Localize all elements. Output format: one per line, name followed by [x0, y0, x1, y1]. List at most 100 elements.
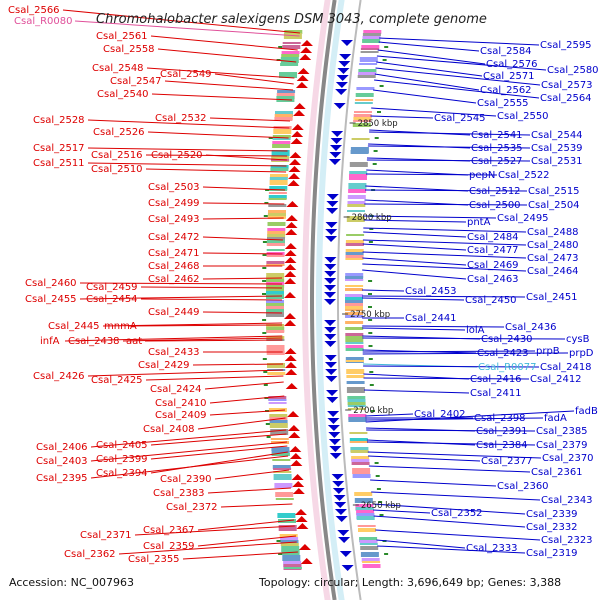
leader-line-forward	[363, 219, 467, 223]
gene-block-forward	[359, 63, 378, 65]
gene-block-reverse	[279, 534, 298, 537]
tick-reverse	[262, 254, 267, 256]
gene-block-reverse	[266, 249, 285, 251]
leader-line-forward	[375, 529, 541, 541]
gene-label-reverse: Csal_2438	[68, 336, 120, 347]
gene-block-reverse	[266, 324, 285, 329]
gene-label-forward: Csal_2391	[476, 426, 528, 437]
gene-block-forward	[358, 72, 376, 75]
forward-strand-arrow	[324, 327, 337, 333]
tick-forward	[375, 475, 380, 477]
gene-label-reverse: infA	[40, 336, 60, 347]
forward-strand-arrow	[334, 502, 347, 508]
gene-label-reverse: Csal_2540	[97, 89, 149, 100]
gene-label-forward: Csal_2488	[527, 227, 579, 238]
forward-strand-arrow	[324, 285, 337, 291]
gene-block-forward	[361, 558, 380, 562]
gene-block-forward	[345, 249, 364, 253]
gene-label-reverse: Csal_2503	[148, 182, 200, 193]
gene-block-forward	[346, 381, 365, 384]
gene-block-forward	[358, 69, 377, 73]
reverse-strand-arrow	[288, 173, 301, 179]
tick-forward	[372, 163, 377, 165]
forward-strand-leader-lines	[361, 37, 575, 554]
gene-block-forward	[360, 552, 379, 557]
gene-position-ticks	[262, 46, 389, 555]
leader-line-reverse	[79, 295, 283, 300]
reverse-strand-arrow	[285, 383, 298, 389]
tick-forward	[368, 280, 373, 282]
gene-block-forward	[345, 327, 364, 330]
leader-line-forward	[362, 352, 569, 355]
leader-line-forward	[365, 173, 498, 176]
tick-reverse	[268, 137, 273, 139]
gene-label-forward: Csal_2515	[528, 186, 580, 197]
tick-forward	[368, 332, 373, 334]
reverse-strand-arrow	[291, 124, 304, 130]
tick-forward	[379, 514, 384, 516]
forward-strand-arrow	[337, 68, 350, 74]
forward-strand-arrow	[334, 509, 347, 515]
gene-label-forward: Csal_2412	[530, 374, 582, 385]
leader-line-reverse	[182, 551, 298, 560]
gene-label-reverse: Csal_R0080	[14, 16, 73, 27]
gene-block-reverse	[277, 90, 296, 93]
gene-label-reverse: Csal_2499	[148, 198, 200, 209]
leader-line-reverse	[145, 168, 287, 173]
gene-block-forward	[358, 528, 376, 532]
forward-strand-arrow	[339, 551, 352, 557]
reverse-strand-arrow	[289, 152, 302, 158]
leader-line-reverse	[202, 311, 283, 314]
tick-forward	[374, 462, 379, 464]
gene-block-reverse	[277, 513, 296, 518]
leader-line-forward	[377, 545, 526, 554]
leader-line-forward	[365, 413, 414, 417]
leader-line-forward	[362, 327, 466, 331]
gene-block-forward	[345, 345, 364, 348]
tick-forward	[373, 150, 378, 152]
tick-forward	[377, 111, 381, 113]
gene-label-forward: Csal_2504	[528, 200, 580, 211]
tick-reverse	[262, 293, 266, 295]
gene-block-forward	[360, 51, 379, 53]
leader-line-forward	[373, 515, 526, 528]
backbone-arc-outer	[336, 0, 362, 600]
gene-block-reverse	[268, 399, 287, 401]
gene-label-reverse: mnmA	[104, 321, 137, 332]
gene-block-reverse	[266, 312, 284, 317]
gene-block-reverse	[270, 165, 289, 169]
gene-label-reverse: Csal_2403	[36, 456, 88, 467]
forward-strand-arrow	[336, 75, 349, 81]
gene-block-forward	[347, 210, 365, 212]
gene-block-forward	[345, 300, 363, 305]
reverse-strand-arrow	[284, 292, 297, 298]
gene-block-forward	[362, 33, 381, 36]
gene-block-reverse	[281, 54, 300, 57]
forward-strand-arrow	[335, 89, 348, 95]
gene-block-forward	[351, 462, 370, 465]
leader-line-forward	[361, 295, 526, 298]
gene-label-forward: Csal_R0077	[478, 362, 537, 373]
forward-strand-arrow	[328, 439, 341, 445]
gene-block-forward	[345, 273, 364, 278]
gene-label-forward: prpB	[536, 346, 560, 357]
forward-strand-arrow	[325, 236, 338, 242]
gene-block-forward	[347, 405, 366, 407]
gene-label-reverse: Csal_2510	[91, 164, 143, 175]
gene-block-reverse	[271, 150, 290, 156]
leader-line-reverse	[140, 286, 283, 289]
leader-line-reverse	[140, 298, 283, 301]
gene-label-forward: Csal_2584	[480, 46, 532, 57]
forward-strand-arrow	[338, 61, 351, 67]
leader-line-forward	[362, 257, 467, 266]
forward-strand-arrow	[324, 299, 337, 305]
leader-line-reverse	[220, 503, 293, 508]
strand-arrows	[284, 40, 354, 571]
gene-block-forward	[350, 150, 369, 154]
gene-block-forward	[347, 402, 366, 405]
gene-label-forward: Csal_2512	[469, 186, 521, 197]
forward-strand-arrow	[325, 222, 338, 228]
forward-strand-arrow	[324, 362, 337, 368]
gene-block-forward	[347, 396, 366, 400]
